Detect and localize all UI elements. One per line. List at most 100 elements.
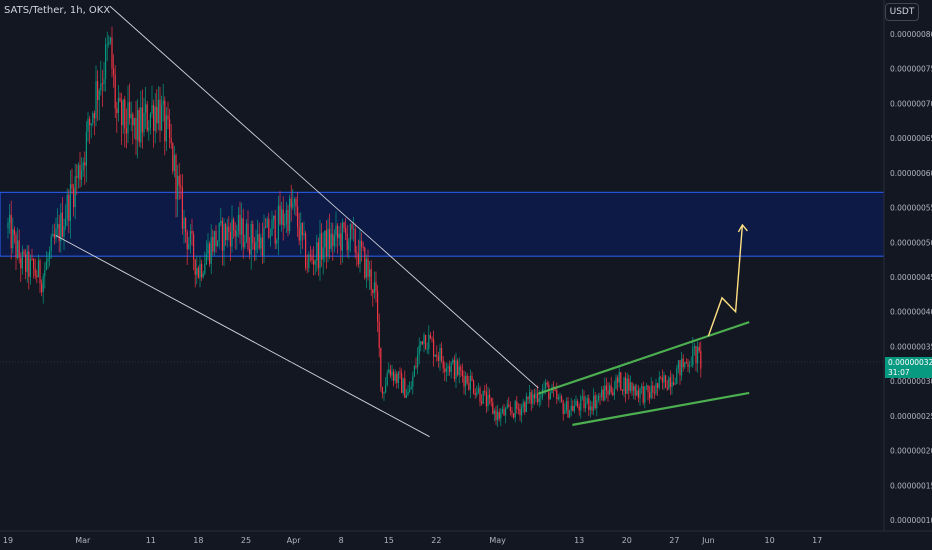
candle-body [124, 99, 126, 129]
candle-body [364, 247, 366, 278]
x-tick-label: 27 [669, 536, 679, 545]
candle-body [29, 258, 31, 277]
candle-body [197, 267, 199, 278]
y-tick-label: 0.0000006000 [890, 169, 932, 178]
x-tick-label: 15 [384, 536, 394, 545]
candle-body [695, 346, 697, 364]
candle-body [57, 224, 59, 229]
candle-body [133, 118, 135, 126]
candle-body [458, 366, 460, 376]
candle-body [58, 224, 60, 242]
candle-body [354, 228, 356, 253]
candle-body [692, 347, 694, 366]
y-tick-label: 0.0000004000 [890, 308, 932, 317]
candle-body [292, 203, 294, 208]
candle-body [108, 41, 110, 45]
candle-body [223, 224, 225, 251]
candle-body [42, 276, 44, 293]
candle-body [503, 408, 505, 416]
candle-body [111, 37, 113, 69]
candle-body [129, 102, 131, 119]
candle-body [677, 360, 679, 369]
wedge-upper-line[interactable] [538, 321, 750, 395]
candle-body [149, 113, 151, 128]
candle-body [242, 218, 244, 248]
candle-body [314, 260, 316, 265]
candle-body [652, 385, 654, 393]
x-tick-label: Apr [287, 536, 302, 545]
candle-body [205, 254, 207, 265]
candle-body [106, 44, 108, 46]
y-tick-label: 0.0000008000 [890, 30, 932, 39]
candle-body [21, 251, 23, 269]
candle-body [34, 268, 36, 276]
drawings-layer[interactable] [55, 5, 750, 438]
y-tick-label: 0.0000003500 [890, 342, 932, 351]
candle-body [15, 234, 17, 258]
candle-body [634, 386, 636, 396]
candle-body [388, 369, 390, 374]
candle-body [322, 247, 324, 260]
candle-body [63, 226, 65, 237]
candle-body [250, 224, 252, 255]
candle-body [143, 112, 145, 133]
candle-body [337, 225, 339, 239]
candle-body [269, 235, 271, 238]
projection-path[interactable] [707, 224, 744, 337]
candle-body [538, 398, 540, 403]
wedge-lower-line[interactable] [572, 391, 750, 426]
candle-body [474, 393, 476, 396]
candle-body [684, 362, 686, 368]
candle-body [370, 269, 372, 290]
candle-body [599, 396, 601, 397]
candle-body [625, 377, 627, 394]
candle-body [601, 389, 603, 397]
candle-body [345, 227, 347, 234]
candle-body [226, 226, 228, 241]
candles-layer [7, 26, 702, 428]
candle-body [426, 348, 428, 350]
symbol-title[interactable]: SATS/Tether, 1h, OKX [4, 5, 111, 16]
candle-body [433, 339, 435, 357]
price-axis[interactable]: 0.0000008000 0.0000007500 0.0000007000 0.00… [890, 30, 932, 525]
candle-body [209, 243, 211, 264]
candle-body [658, 377, 660, 388]
channel-lower-line[interactable] [55, 234, 430, 438]
time-axis[interactable]: 19 Mar 11 18 25 Apr 8 15 22 May 13 20 27 Jun 10 17 [3, 536, 822, 545]
x-tick-label: 22 [431, 536, 441, 545]
candle-body [10, 214, 12, 249]
currency-button[interactable]: USDT [885, 3, 919, 21]
resistance-zone[interactable] [0, 191, 885, 257]
candle-body [188, 244, 190, 250]
candle-body [690, 365, 692, 367]
channel-upper-line[interactable] [109, 5, 539, 389]
candle-body [156, 106, 158, 124]
candle-body [117, 98, 119, 114]
candle-body [639, 388, 641, 398]
candle-body [79, 164, 81, 180]
candle-body [620, 372, 622, 391]
candle-body [50, 236, 52, 251]
candle-body [404, 378, 406, 398]
candle-body [162, 100, 164, 105]
candle-body [365, 259, 367, 278]
candle-body [629, 382, 631, 391]
candle-body [100, 83, 102, 91]
candle-body [393, 371, 395, 381]
candle-body [578, 406, 580, 411]
candle-body [261, 237, 263, 256]
x-tick-label: Jun [701, 536, 715, 545]
candle-body [74, 176, 76, 208]
candle-body [465, 375, 467, 387]
candle-body [239, 214, 241, 235]
y-tick-label: 0.0000002500 [890, 412, 932, 421]
candle-body [679, 360, 681, 376]
candle-body [607, 390, 609, 395]
candle-body [666, 387, 668, 390]
candle-body [505, 408, 507, 416]
candle-body [471, 375, 473, 381]
candle-body [525, 396, 527, 413]
candle-body [201, 263, 203, 278]
candle-body [399, 372, 401, 374]
